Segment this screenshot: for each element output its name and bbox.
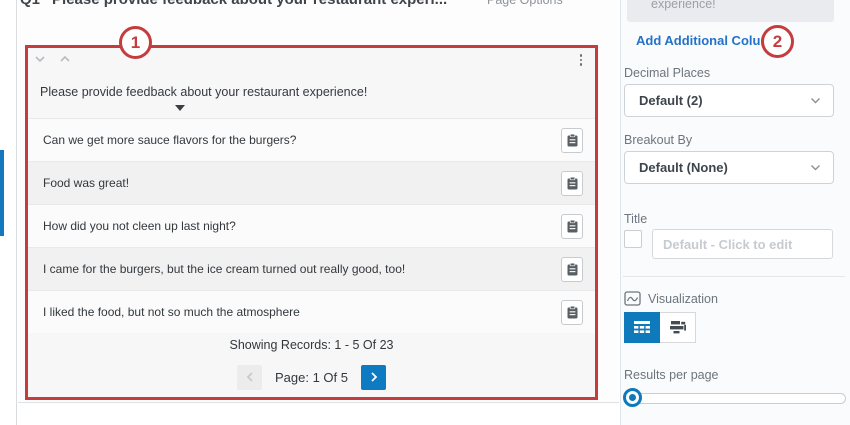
left-scroll-indicator[interactable] xyxy=(0,150,4,236)
records-summary: Showing Records: 1 - 5 Of 23 xyxy=(229,338,394,352)
breakout-by-select[interactable]: Default (None) xyxy=(624,151,834,184)
kebab-menu-icon[interactable] xyxy=(575,52,587,68)
copy-response-button[interactable] xyxy=(561,171,583,196)
table-grid-icon xyxy=(634,320,650,333)
breakout-by-value: Default (None) xyxy=(639,160,728,175)
settings-sidebar: experience! Add Additional Columns Decim… xyxy=(620,0,850,425)
page-options-button[interactable]: Page Options xyxy=(487,0,563,7)
row-text: How did you not cleen up last night? xyxy=(43,219,236,233)
chevron-left-icon xyxy=(246,372,253,382)
clipboard-icon xyxy=(567,306,577,319)
results-per-page-slider-thumb[interactable] xyxy=(623,388,642,407)
visualization-switcher xyxy=(624,312,696,343)
decimal-places-value: Default (2) xyxy=(639,93,703,108)
next-page-button[interactable] xyxy=(361,364,386,390)
copy-response-button[interactable] xyxy=(561,257,583,282)
clipboard-icon xyxy=(567,220,577,233)
results-per-page-slider-track[interactable] xyxy=(624,393,846,404)
sidebar-divider xyxy=(623,276,845,277)
collapse-chevron-up-icon[interactable] xyxy=(58,51,72,62)
copy-response-button[interactable] xyxy=(561,214,583,239)
row-text: I liked the food, but not so much the at… xyxy=(43,305,300,319)
word-cloud-icon xyxy=(669,321,686,334)
title-label: Title xyxy=(624,212,648,226)
table-visualization-button[interactable] xyxy=(624,312,660,343)
chevron-right-icon xyxy=(370,372,377,382)
annotation-circle-1: 1 xyxy=(119,26,152,59)
table-rows: Can we get more sauce flavors for the bu… xyxy=(28,118,595,333)
left-rail xyxy=(0,0,17,425)
question-title: Please provide feedback about your resta… xyxy=(52,0,447,8)
visualization-icon xyxy=(624,291,641,306)
sort-descending-icon[interactable] xyxy=(175,105,185,111)
chevron-down-icon xyxy=(811,165,820,171)
main-panel: Q1 Please provide feedback about your res… xyxy=(18,0,619,403)
decimal-places-label: Decimal Places xyxy=(624,66,711,80)
clipboard-icon xyxy=(567,134,577,147)
table-row: Food was great! xyxy=(28,161,595,204)
word-cloud-visualization-button[interactable] xyxy=(660,312,696,343)
table-row: I liked the food, but not so much the at… xyxy=(28,290,595,333)
copy-response-button[interactable] xyxy=(561,128,583,153)
row-text: I came for the burgers, but the ice crea… xyxy=(43,262,406,276)
paginated-table-widget: Please provide feedback about your resta… xyxy=(25,45,598,400)
title-input[interactable] xyxy=(652,229,833,259)
table-row: How did you not cleen up last night? xyxy=(28,204,595,247)
previous-page-button[interactable] xyxy=(237,364,262,390)
table-column-header[interactable]: Please provide feedback about your resta… xyxy=(40,85,368,99)
question-header: Q1 Please provide feedback about your res… xyxy=(20,0,616,9)
decimal-places-select[interactable]: Default (2) xyxy=(624,84,834,117)
add-additional-columns-link[interactable]: Add Additional Columns xyxy=(636,33,788,48)
collapse-chevron-down-icon[interactable] xyxy=(33,51,47,63)
table-row: Can we get more sauce flavors for the bu… xyxy=(28,118,595,161)
clipboard-icon xyxy=(567,263,577,276)
copy-response-button[interactable] xyxy=(561,300,583,325)
chevron-down-icon xyxy=(811,98,820,104)
clipboard-icon xyxy=(567,177,577,190)
visualization-section-header: Visualization xyxy=(624,291,718,306)
breakout-by-label: Breakout By xyxy=(624,133,693,147)
table-row: I came for the burgers, but the ice crea… xyxy=(28,247,595,290)
table-topbar xyxy=(28,48,595,76)
annotation-circle-2: 2 xyxy=(761,25,794,58)
results-per-page-label: Results per page xyxy=(624,368,719,382)
visualization-label: Visualization xyxy=(648,291,718,306)
page-indicator: Page: 1 Of 5 xyxy=(275,369,348,385)
question-preview-box[interactable]: experience! xyxy=(627,0,834,22)
title-checkbox[interactable] xyxy=(624,230,642,248)
question-id: Q1 xyxy=(20,0,40,8)
row-text: Can we get more sauce flavors for the bu… xyxy=(43,133,297,147)
pagination: Page: 1 Of 5 xyxy=(28,364,595,390)
row-text: Food was great! xyxy=(43,176,130,190)
